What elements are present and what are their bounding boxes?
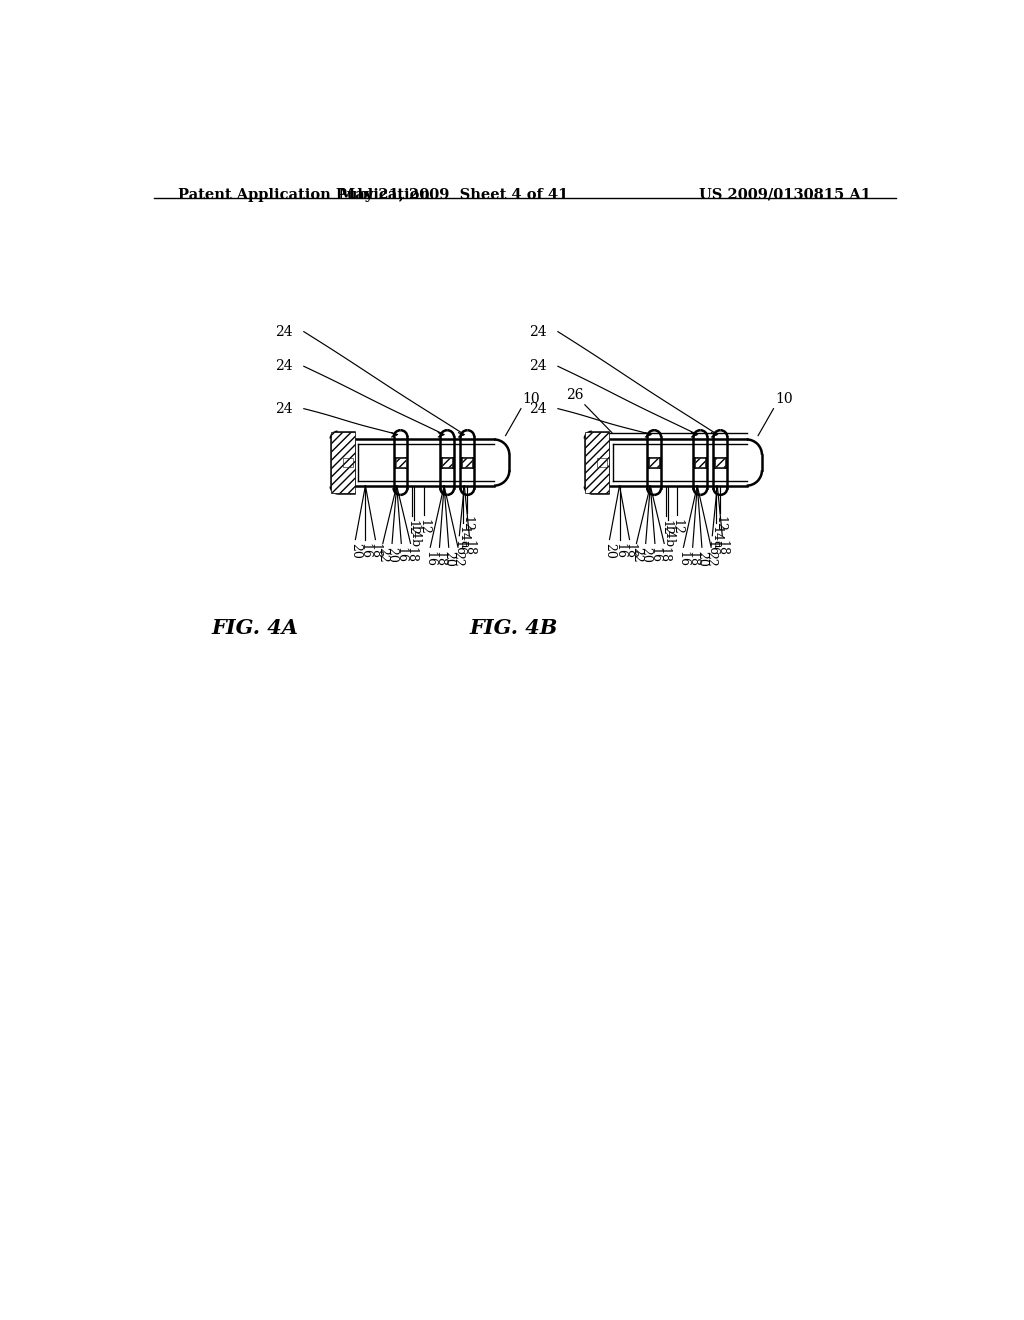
Text: 16: 16 (358, 544, 372, 560)
Text: 18: 18 (369, 544, 382, 560)
Text: 10: 10 (775, 392, 793, 407)
Text: 14b: 14b (662, 524, 675, 548)
Text: 16: 16 (395, 548, 408, 564)
Text: 18: 18 (463, 540, 476, 556)
Bar (649, 458, 659, 467)
Bar (586, 432, 608, 492)
Text: 16: 16 (613, 544, 626, 560)
Text: 16: 16 (648, 548, 662, 564)
Text: 12: 12 (461, 516, 473, 532)
Text: 24: 24 (528, 359, 547, 374)
Text: 20: 20 (386, 548, 398, 564)
Bar (343, 458, 352, 467)
Text: 22: 22 (630, 548, 643, 564)
Text: 12: 12 (659, 520, 672, 536)
Text: 14b: 14b (408, 524, 421, 548)
Text: 20: 20 (603, 544, 616, 560)
Text: 18: 18 (623, 544, 636, 560)
Text: 18: 18 (404, 548, 417, 564)
Text: 16: 16 (424, 552, 437, 568)
Text: 20: 20 (442, 552, 456, 568)
Bar (597, 458, 607, 467)
Text: 14a: 14a (456, 527, 469, 550)
Text: 24: 24 (274, 325, 292, 339)
Text: 24: 24 (528, 401, 547, 416)
Bar (442, 458, 453, 467)
Text: FIG. 4A: FIG. 4A (211, 618, 298, 638)
Text: 10: 10 (522, 392, 540, 407)
Text: US 2009/0130815 A1: US 2009/0130815 A1 (699, 187, 871, 202)
Text: 24: 24 (528, 325, 547, 339)
Bar (395, 458, 406, 467)
Text: 18: 18 (657, 548, 671, 564)
Text: 20: 20 (639, 548, 652, 564)
Text: 16: 16 (453, 540, 466, 556)
Text: 24: 24 (274, 401, 292, 416)
Bar (463, 458, 472, 467)
Text: 12: 12 (406, 520, 418, 536)
Text: 12: 12 (418, 519, 430, 535)
Text: 18: 18 (433, 552, 446, 568)
Bar (695, 458, 706, 467)
Text: 18: 18 (716, 540, 729, 556)
Text: 16: 16 (677, 552, 690, 568)
Text: 20: 20 (695, 552, 709, 568)
Text: 26: 26 (566, 388, 584, 403)
Text: Patent Application Publication: Patent Application Publication (178, 187, 430, 202)
Text: 22: 22 (376, 548, 389, 564)
Text: 14a: 14a (710, 527, 722, 550)
Text: May 21, 2009  Sheet 4 of 41: May 21, 2009 Sheet 4 of 41 (339, 187, 568, 202)
Text: 24: 24 (274, 359, 292, 374)
Text: 22: 22 (705, 552, 718, 566)
Text: 16: 16 (706, 540, 719, 556)
Text: 20: 20 (349, 544, 361, 560)
Text: 12: 12 (713, 516, 726, 532)
Text: 22: 22 (452, 552, 465, 566)
Bar (716, 458, 725, 467)
Text: 18: 18 (686, 552, 699, 568)
Text: FIG. 4B: FIG. 4B (469, 618, 558, 638)
Text: 12: 12 (671, 519, 684, 535)
Bar (331, 432, 354, 492)
